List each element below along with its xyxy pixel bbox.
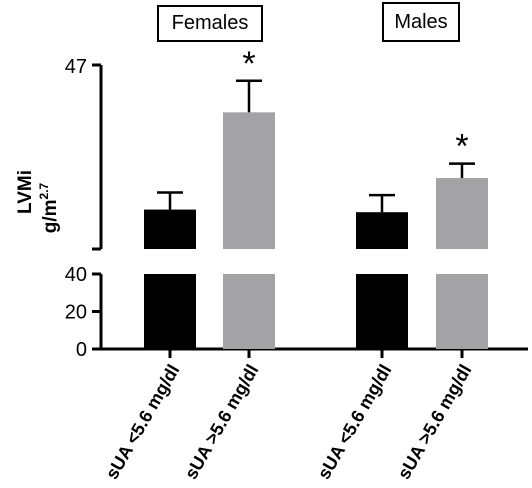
y-axis-unit-base: g/m xyxy=(40,199,61,233)
bars xyxy=(144,79,488,349)
bar-lower-0-0 xyxy=(144,274,196,349)
y-tick-label-40: 40 xyxy=(65,264,87,286)
x-tick-label-1-0: sUA <5.6 mg/dl xyxy=(314,361,396,483)
bar-upper-1-1 xyxy=(436,178,488,249)
y-axis-title: LVMi xyxy=(15,170,36,214)
x-tick-label-0-0: sUA <5.6 mg/dl xyxy=(102,361,184,483)
y-axis-unit: g/m2.7 xyxy=(37,182,61,233)
bar-upper-1-0 xyxy=(356,212,408,249)
x-tick-label-1-1: sUA >5.6 mg/dl xyxy=(394,361,476,483)
bar-upper-0-0 xyxy=(144,209,196,249)
group-label-males: Males xyxy=(382,2,460,42)
y-tick-label-47: 47 xyxy=(65,56,87,78)
bar-lower-1-1 xyxy=(436,274,488,349)
x-tick-label-0-1: sUA >5.6 mg/dl xyxy=(181,361,263,483)
bar-lower-0-1 xyxy=(223,274,275,349)
y-tick-label-20: 20 xyxy=(65,302,87,324)
significance-star-1-1: * xyxy=(455,128,468,166)
y-axis-unit-exponent: 2.7 xyxy=(37,182,51,199)
bar-lower-1-0 xyxy=(356,274,408,349)
significance-star-0-1: * xyxy=(242,45,255,83)
y-tick-label-0: 0 xyxy=(76,339,87,361)
bar-upper-0-1 xyxy=(223,112,275,249)
group-label-females: Females xyxy=(157,5,263,42)
